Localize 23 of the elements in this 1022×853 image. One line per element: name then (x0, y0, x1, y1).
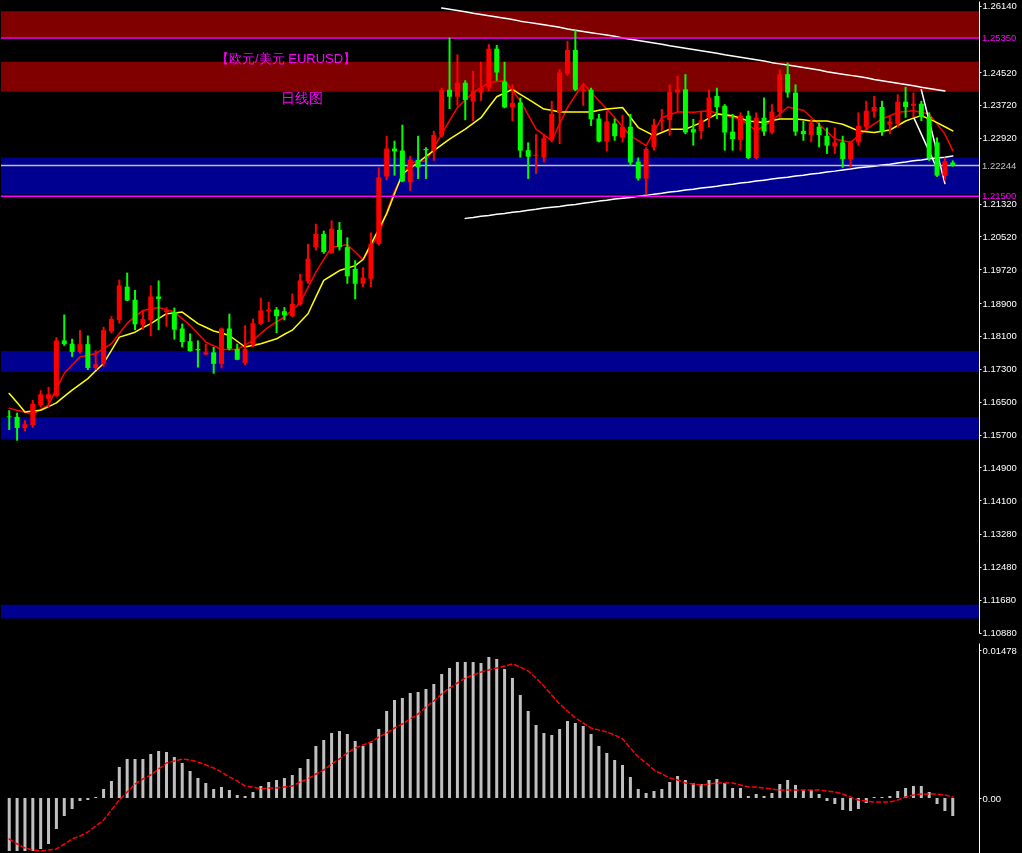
y-tick-label: 1.15700 (982, 429, 1017, 441)
y-tick-label: 1.20520 (982, 230, 1017, 242)
y-tick-label: 0.01478 (982, 644, 1017, 656)
y-tick-label: 1.16500 (982, 396, 1017, 408)
ref-line-label: 1.25350 (982, 31, 1017, 43)
y-tick-label: 1.23720 (982, 99, 1017, 111)
ref-line-label: 1.22244 (982, 159, 1017, 171)
y-tick-label: 1.14900 (982, 461, 1017, 473)
y-tick-label: 1.17300 (982, 363, 1017, 375)
text: 日线图 (281, 90, 323, 106)
text: 【欧元/美元 EURUSD】 (216, 51, 357, 66)
y-tick-label: 1.12480 (982, 561, 1017, 573)
y-tick-label: 1.14100 (982, 494, 1017, 506)
y-tick-label: 1.18900 (982, 297, 1017, 309)
y-tick-label: 1.11680 (982, 594, 1017, 606)
y-tick-label: 0.00 (982, 792, 1001, 804)
y-tick-label: 1.10880 (982, 627, 1017, 639)
y-tick-label: 1.13280 (982, 528, 1017, 540)
y-tick-label: 1.26140 (982, 0, 1017, 12)
y-tick-label: 1.18100 (982, 330, 1017, 342)
y-tick-label: 1.24520 (982, 66, 1017, 78)
y-tick-label: 1.22920 (982, 132, 1017, 144)
y-tick-label: 1.19720 (982, 263, 1017, 275)
